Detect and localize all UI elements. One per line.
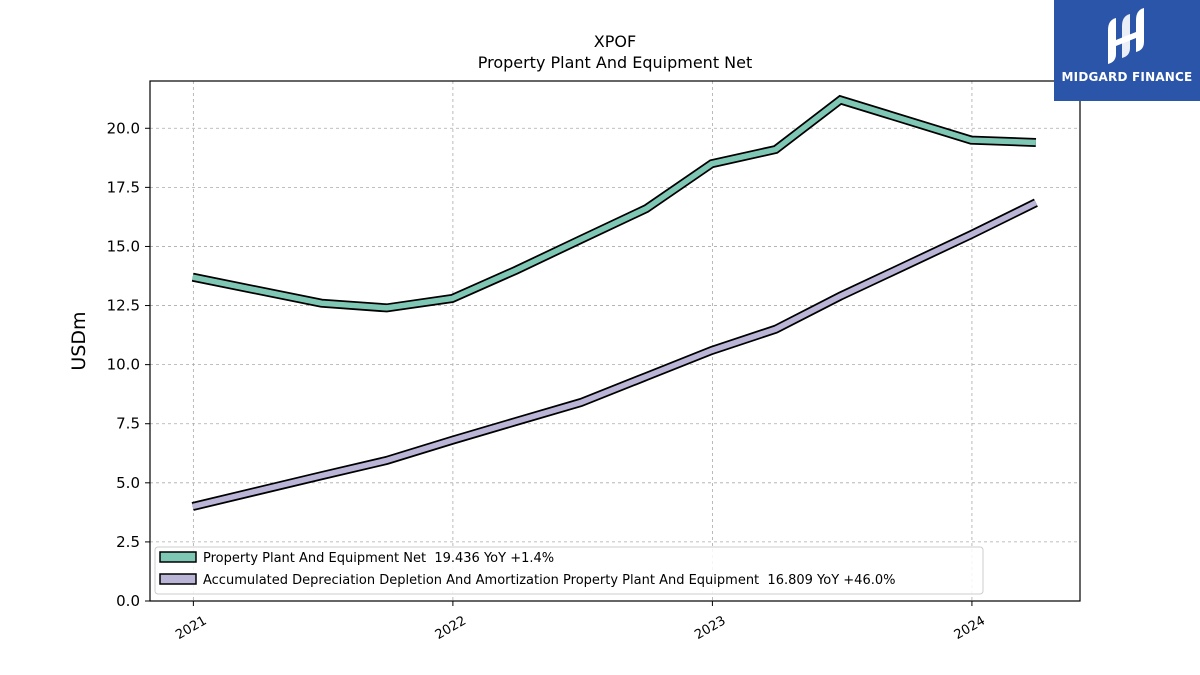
y-tick-label: 0.0 xyxy=(116,592,140,610)
legend-box xyxy=(154,546,984,595)
legend-swatch-accumulated-depreciation xyxy=(159,573,197,585)
series-outline-1 xyxy=(191,198,1038,511)
y-tick-label: 17.5 xyxy=(107,178,140,196)
plot-frame xyxy=(149,80,1081,602)
series-layer xyxy=(191,94,1038,511)
x-tick-label: 2021 xyxy=(173,613,209,643)
y-tick-label: 7.5 xyxy=(116,415,140,433)
y-tick-label: 15.0 xyxy=(107,237,140,255)
grid-lines xyxy=(150,81,1080,602)
x-axis: 2021 2022 2023 2024 xyxy=(173,601,988,643)
legend-label-ppe-net: Property Plant And Equipment Net 19.436 … xyxy=(203,551,554,566)
legend: Property Plant And Equipment Net 19.436 … xyxy=(154,546,984,595)
series-outline-0 xyxy=(191,94,1037,313)
x-tick-label: 2023 xyxy=(692,613,728,643)
chart-title: XPOF xyxy=(594,32,636,51)
y-tick-label: 10.0 xyxy=(107,356,140,374)
brand-name: MIDGARD FINANCE xyxy=(1061,70,1193,84)
x-tick-label: 2022 xyxy=(433,613,469,643)
chart-subtitle: Property Plant And Equipment Net xyxy=(478,53,753,72)
brand-logo: MIDGARD FINANCE xyxy=(1054,0,1200,101)
legend-label-accumulated-depreciation: Accumulated Depreciation Depletion And A… xyxy=(203,573,895,588)
x-tick-label: 2024 xyxy=(952,613,988,643)
series-line-1 xyxy=(192,200,1038,510)
y-tick-label: 20.0 xyxy=(107,119,140,137)
y-axis: 0.0 2.5 5.0 7.5 10.0 12.5 15.0 17.5 20.0 xyxy=(107,119,150,610)
series-line-0 xyxy=(192,96,1037,311)
y-tick-label: 5.0 xyxy=(116,474,140,492)
y-tick-label: 2.5 xyxy=(116,533,140,551)
y-tick-label: 12.5 xyxy=(107,297,140,315)
midgard-logo-icon xyxy=(1108,8,1144,64)
y-axis-label: USDm xyxy=(68,311,90,370)
legend-swatch-ppe-net xyxy=(159,551,197,563)
